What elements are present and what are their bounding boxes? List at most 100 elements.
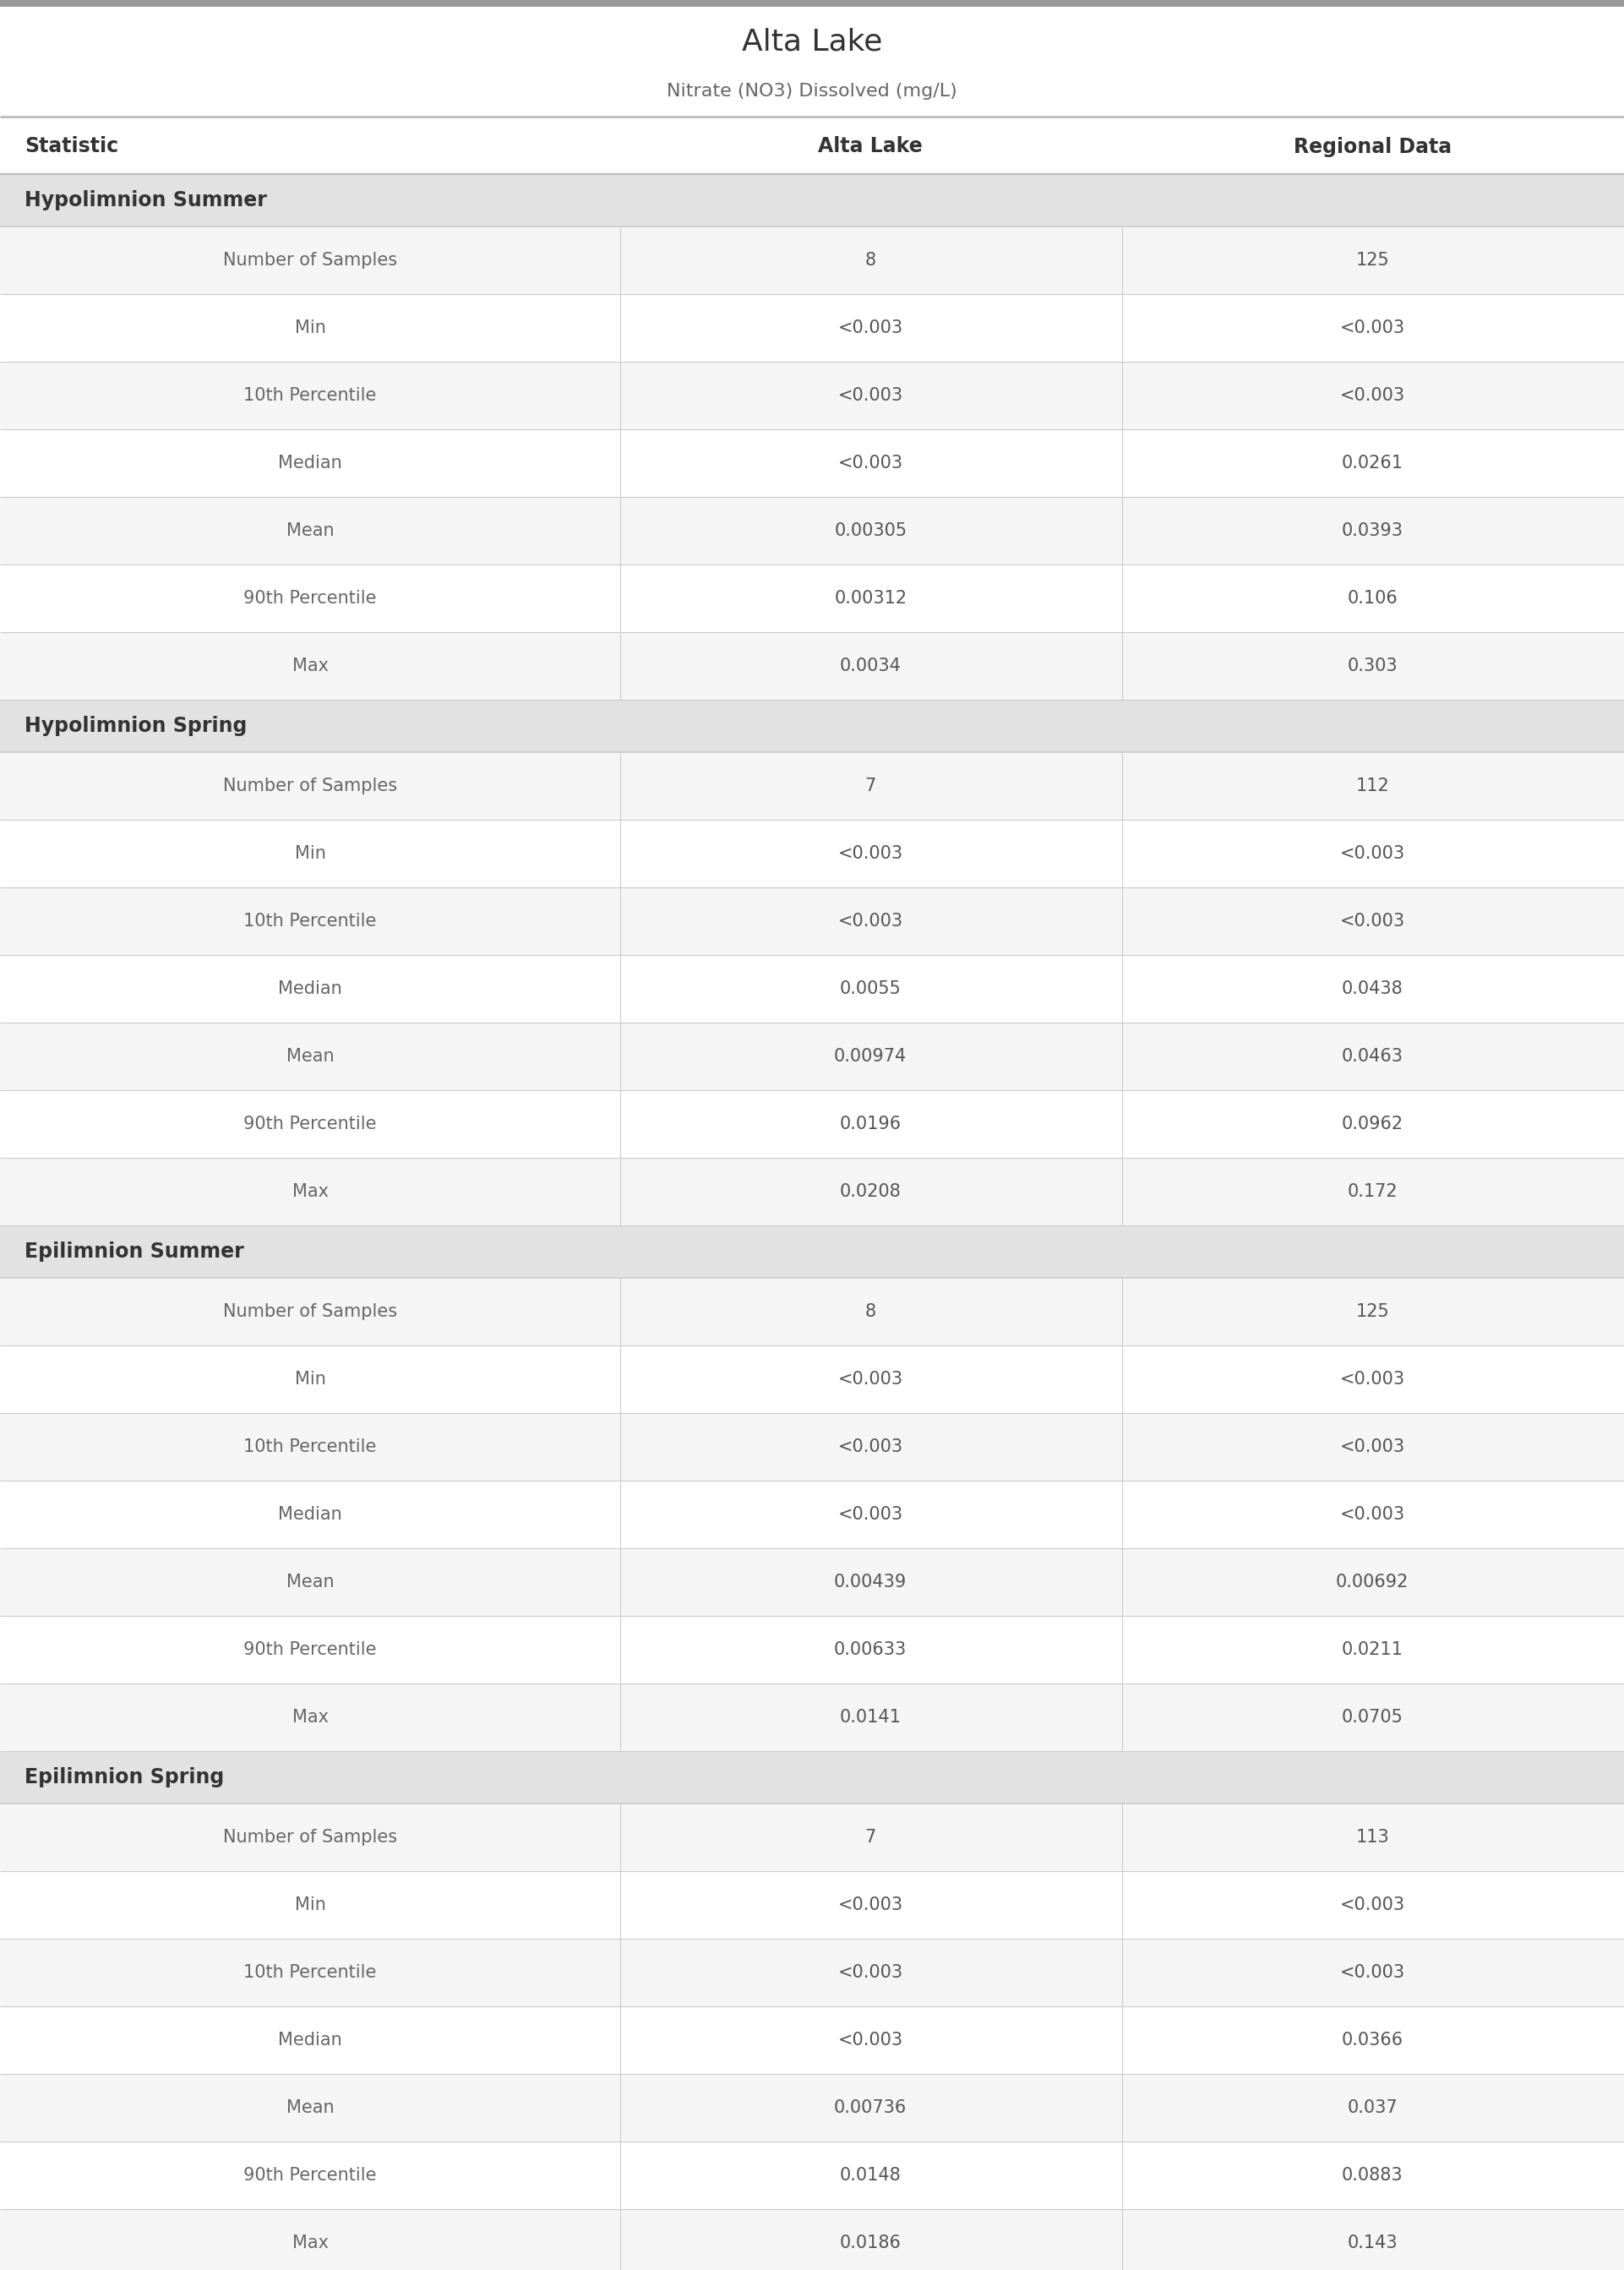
Bar [0,118,1624,175]
Text: 7: 7 [866,1830,875,1846]
Text: <0.003: <0.003 [838,844,903,863]
Bar [0,361,1624,429]
Text: 0.0148: 0.0148 [840,2168,901,2184]
Text: <0.003: <0.003 [1340,388,1405,404]
Text: Mean: Mean [286,1573,335,1591]
Text: Epilimnion Summer: Epilimnion Summer [24,1242,244,1262]
Bar [0,175,1624,227]
Text: Number of Samples: Number of Samples [222,779,398,794]
Text: 0.0463: 0.0463 [1341,1049,1403,1065]
Bar [0,497,1624,565]
Text: 90th Percentile: 90th Percentile [244,2168,377,2184]
Bar [0,956,1624,1022]
Text: 0.00736: 0.00736 [835,2100,906,2116]
Text: Number of Samples: Number of Samples [222,252,398,268]
Text: <0.003: <0.003 [1340,844,1405,863]
Text: <0.003: <0.003 [838,913,903,931]
Bar [0,1090,1624,1158]
Bar [0,631,1624,699]
Text: 90th Percentile: 90th Percentile [244,1115,377,1133]
Bar [0,699,1624,751]
Text: 113: 113 [1356,1830,1389,1846]
Text: <0.003: <0.003 [838,388,903,404]
Bar [0,1870,1624,1939]
Text: Alta Lake: Alta Lake [742,27,882,57]
Text: 0.037: 0.037 [1346,2100,1398,2116]
Bar [0,0,1624,7]
Text: Min: Min [294,320,326,336]
Text: 0.0186: 0.0186 [840,2234,901,2252]
Bar [0,1022,1624,1090]
Text: Median: Median [278,454,343,472]
Text: 8: 8 [866,252,875,268]
Text: Max: Max [292,1709,328,1725]
Text: Mean: Mean [286,1049,335,1065]
Bar [0,1226,1624,1278]
Bar [0,1684,1624,1750]
Text: 0.143: 0.143 [1346,2234,1398,2252]
Text: <0.003: <0.003 [1340,1371,1405,1387]
Bar [0,70,1624,116]
Bar [0,1412,1624,1480]
Text: 0.0705: 0.0705 [1341,1709,1403,1725]
Text: <0.003: <0.003 [1340,1895,1405,1914]
Bar [0,1548,1624,1616]
Text: Max: Max [292,1183,328,1201]
Bar [0,888,1624,956]
Text: 0.00974: 0.00974 [835,1049,906,1065]
Text: Mean: Mean [286,522,335,540]
Text: Hypolimnion Spring: Hypolimnion Spring [24,715,247,735]
Text: Epilimnion Spring: Epilimnion Spring [24,1766,224,1786]
Text: 8: 8 [866,1303,875,1321]
Text: 0.00312: 0.00312 [835,590,906,606]
Bar [0,227,1624,295]
Text: Number of Samples: Number of Samples [222,1830,398,1846]
Text: 0.00692: 0.00692 [1337,1573,1408,1591]
Text: 0.106: 0.106 [1346,590,1398,606]
Text: 0.303: 0.303 [1346,658,1398,674]
Text: 10th Percentile: 10th Percentile [244,1964,377,1982]
Text: 125: 125 [1356,1303,1389,1321]
Text: <0.003: <0.003 [838,454,903,472]
Text: Max: Max [292,658,328,674]
Bar [0,1616,1624,1684]
Text: Max: Max [292,2234,328,2252]
Text: 0.0393: 0.0393 [1341,522,1403,540]
Bar [0,1750,1624,1802]
Text: 125: 125 [1356,252,1389,268]
Text: Min: Min [294,1371,326,1387]
Text: <0.003: <0.003 [1340,1964,1405,1982]
Text: Hypolimnion Summer: Hypolimnion Summer [24,191,266,211]
Text: 0.0196: 0.0196 [840,1115,901,1133]
Text: Median: Median [278,981,343,997]
Bar [0,751,1624,819]
Bar [0,2209,1624,2270]
Bar [0,2141,1624,2209]
Text: Nitrate (NO3) Dissolved (mg/L): Nitrate (NO3) Dissolved (mg/L) [667,82,957,100]
Text: <0.003: <0.003 [1340,1439,1405,1455]
Text: 0.172: 0.172 [1346,1183,1398,1201]
Bar [0,295,1624,361]
Text: <0.003: <0.003 [1340,913,1405,931]
Bar [0,1939,1624,2007]
Bar [0,2075,1624,2141]
Text: <0.003: <0.003 [838,1371,903,1387]
Bar [0,1480,1624,1548]
Text: 90th Percentile: 90th Percentile [244,1641,377,1657]
Text: Statistic: Statistic [24,136,119,157]
Text: 0.0366: 0.0366 [1341,2032,1403,2048]
Text: 0.0208: 0.0208 [840,1183,901,1201]
Text: Min: Min [294,844,326,863]
Text: 7: 7 [866,779,875,794]
Text: Median: Median [278,1505,343,1523]
Text: <0.003: <0.003 [838,1895,903,1914]
Text: 0.0055: 0.0055 [840,981,901,997]
Bar [0,1278,1624,1346]
Text: 0.0034: 0.0034 [840,658,901,674]
Text: Number of Samples: Number of Samples [222,1303,398,1321]
Text: 90th Percentile: 90th Percentile [244,590,377,606]
Text: 10th Percentile: 10th Percentile [244,913,377,931]
Text: Min: Min [294,1895,326,1914]
Bar [0,7,1624,70]
Text: Alta Lake: Alta Lake [818,136,922,157]
